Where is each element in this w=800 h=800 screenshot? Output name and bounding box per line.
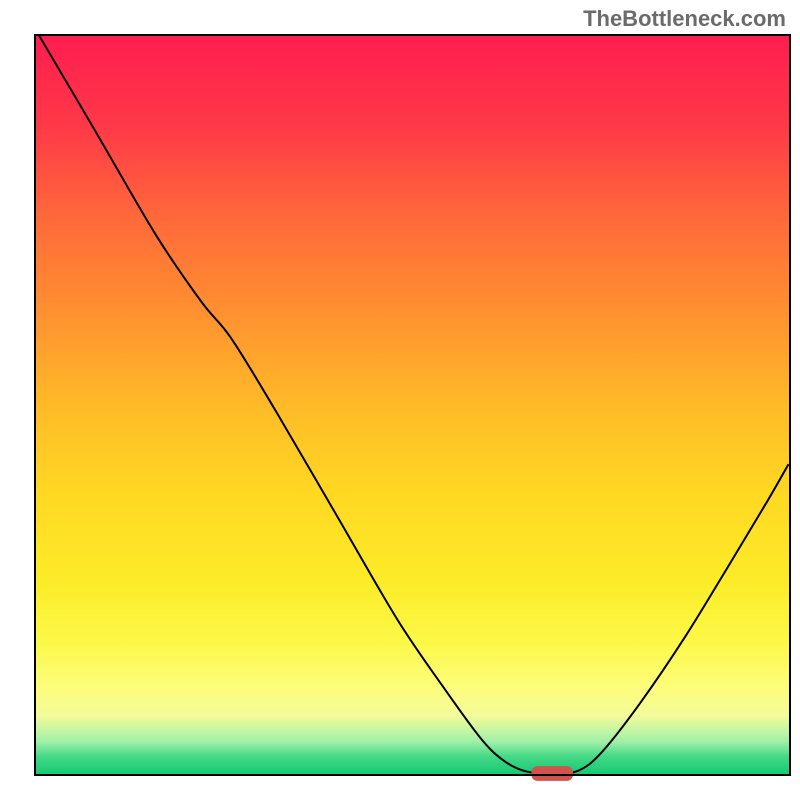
optimal-marker [531,766,573,781]
plot-background [35,35,790,775]
bottleneck-chart [0,0,800,800]
watermark-text: TheBottleneck.com [583,6,786,32]
